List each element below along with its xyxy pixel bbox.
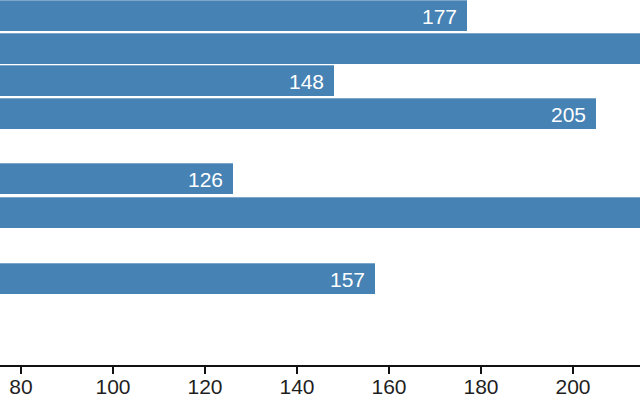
x-axis-tick-mark bbox=[204, 367, 206, 374]
x-axis-tick-mark bbox=[572, 367, 574, 374]
x-axis-tick-label: 120 bbox=[187, 376, 222, 397]
bar-value-label: 157 bbox=[330, 269, 365, 290]
horizontal-bar-chart: 177 148 205 126 157 80 100 120 140 160 180 200 bbox=[0, 0, 640, 400]
x-axis-tick-label: 180 bbox=[463, 376, 498, 397]
x-axis-tick-label: 140 bbox=[279, 376, 314, 397]
x-axis-tick-mark bbox=[388, 367, 390, 374]
bar-value-label: 126 bbox=[188, 169, 223, 190]
x-axis-tick-label: 200 bbox=[555, 376, 590, 397]
plot-area: 177 148 205 126 157 bbox=[0, 0, 640, 360]
bar bbox=[0, 33, 640, 64]
bar: 177 bbox=[0, 0, 467, 31]
x-axis-tick-mark bbox=[296, 367, 298, 374]
x-axis-tick-label: 80 bbox=[9, 376, 32, 397]
x-axis-tick-label: 160 bbox=[371, 376, 406, 397]
bar: 126 bbox=[0, 163, 233, 194]
bar: 157 bbox=[0, 263, 375, 294]
x-axis-tick-label: 100 bbox=[95, 376, 130, 397]
x-axis-tick-mark bbox=[112, 367, 114, 374]
x-axis-tick-mark bbox=[480, 367, 482, 374]
bar-value-label: 148 bbox=[289, 71, 324, 92]
x-axis-tick-mark bbox=[20, 367, 22, 374]
bar: 205 bbox=[0, 98, 596, 129]
bar-value-label: 177 bbox=[422, 6, 457, 27]
bar: 148 bbox=[0, 65, 334, 96]
bar-value-label: 205 bbox=[551, 104, 586, 125]
x-axis-line bbox=[0, 365, 640, 367]
bar bbox=[0, 197, 640, 228]
